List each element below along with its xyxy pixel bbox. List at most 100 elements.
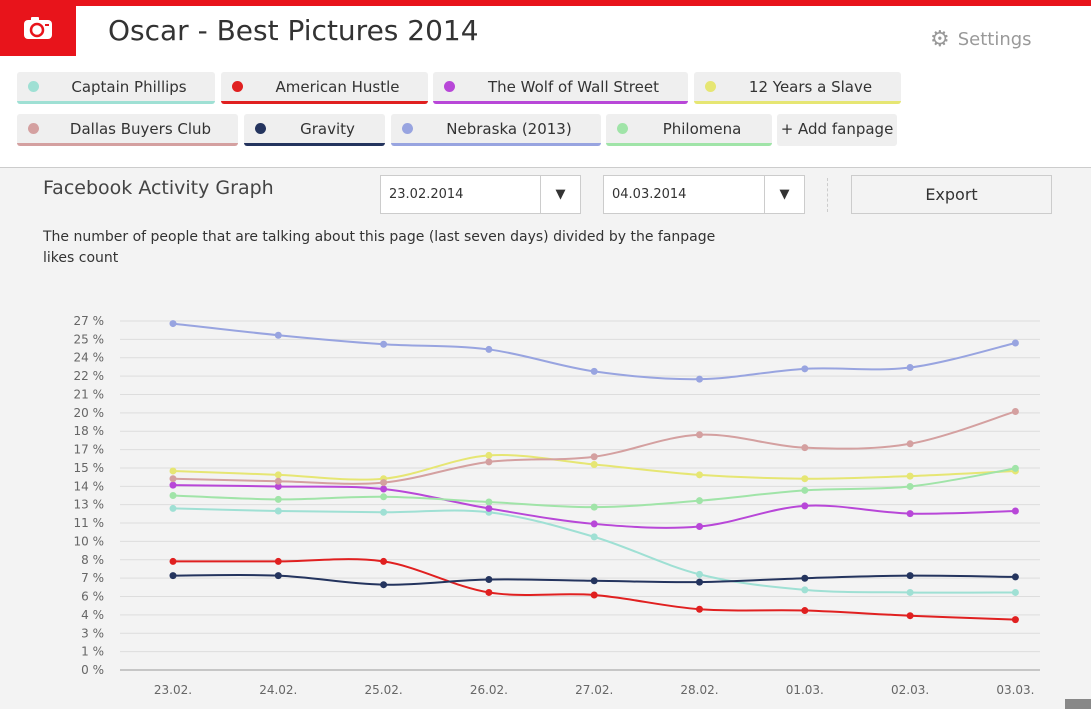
chevron-down-icon[interactable]: ▼ [764, 176, 804, 213]
data-point[interactable] [485, 588, 493, 596]
data-point[interactable] [906, 482, 914, 490]
data-point[interactable] [380, 557, 388, 565]
fanpage-chip[interactable]: The Wolf of Wall Street [433, 72, 688, 104]
data-point[interactable] [696, 523, 703, 531]
data-point[interactable] [590, 367, 598, 375]
data-point[interactable] [274, 482, 282, 490]
data-point[interactable] [485, 451, 493, 459]
data-point[interactable] [274, 495, 282, 503]
fanpage-label: Gravity [300, 119, 355, 138]
data-point[interactable] [801, 607, 809, 615]
date-to-select[interactable]: 04.03.2014 ▼ [603, 175, 805, 214]
fanpage-chip[interactable]: Philomena [606, 114, 772, 146]
data-point[interactable] [169, 475, 177, 483]
data-point[interactable] [1011, 507, 1019, 515]
data-point[interactable] [906, 572, 914, 580]
data-point[interactable] [801, 365, 809, 373]
data-point[interactable] [801, 574, 809, 582]
y-tick-label: 27 % [74, 314, 105, 328]
y-tick-label: 22 % [74, 369, 105, 383]
data-point[interactable] [1011, 339, 1019, 347]
fanpage-chip[interactable]: American Hustle [221, 72, 428, 104]
y-tick-label: 14 % [74, 479, 105, 493]
data-point[interactable] [696, 375, 703, 383]
data-point[interactable] [380, 340, 388, 348]
data-point[interactable] [801, 444, 809, 452]
settings-button[interactable]: ⚙ Settings [930, 27, 1032, 52]
y-tick-label: 13 % [74, 498, 105, 512]
data-point[interactable] [485, 458, 493, 466]
data-point[interactable] [169, 572, 177, 580]
data-point[interactable] [1011, 407, 1019, 415]
data-point[interactable] [274, 331, 282, 339]
series-line [173, 558, 1016, 621]
data-point[interactable] [380, 479, 388, 487]
data-point[interactable] [169, 492, 177, 499]
page-title: Oscar - Best Pictures 2014 [108, 14, 479, 47]
data-point[interactable] [169, 481, 177, 489]
date-from-select[interactable]: 23.02.2014 ▼ [380, 175, 581, 214]
data-point[interactable] [274, 572, 282, 580]
data-point[interactable] [801, 586, 809, 594]
data-point[interactable] [380, 508, 388, 516]
fanpage-label: Philomena [662, 119, 742, 138]
data-point[interactable] [906, 472, 914, 480]
data-point[interactable] [696, 471, 703, 479]
chevron-down-icon[interactable]: ▼ [540, 176, 580, 213]
data-point[interactable] [801, 475, 809, 483]
data-point[interactable] [801, 486, 809, 494]
data-point[interactable] [906, 588, 914, 596]
data-point[interactable] [169, 557, 177, 565]
data-point[interactable] [380, 581, 388, 589]
data-point[interactable] [696, 431, 703, 439]
data-point[interactable] [485, 498, 493, 506]
data-point[interactable] [801, 502, 809, 510]
x-tick-label: 25.02. [365, 683, 403, 697]
x-tick-label: 03.03. [996, 683, 1034, 697]
data-point[interactable] [485, 576, 493, 584]
data-point[interactable] [906, 510, 914, 518]
y-tick-label: 24 % [74, 351, 105, 365]
data-point[interactable] [696, 578, 703, 586]
data-point[interactable] [380, 493, 388, 501]
scrollbar[interactable] [1065, 699, 1091, 709]
data-point[interactable] [274, 477, 282, 485]
fanpage-chip[interactable]: Gravity [244, 114, 385, 146]
data-point[interactable] [590, 453, 598, 461]
data-point[interactable] [590, 577, 598, 585]
data-point[interactable] [590, 591, 598, 599]
fanpage-chip[interactable]: Dallas Buyers Club [17, 114, 238, 146]
data-point[interactable] [696, 605, 703, 613]
data-point[interactable] [169, 467, 177, 475]
data-point[interactable] [1011, 573, 1019, 581]
fanpage-chip[interactable]: Nebraska (2013) [391, 114, 601, 146]
data-point[interactable] [1011, 616, 1019, 624]
graph-description: The number of people that are talking ab… [43, 229, 716, 266]
data-point[interactable] [274, 557, 282, 565]
export-button[interactable]: Export [851, 175, 1052, 214]
data-point[interactable] [696, 497, 703, 505]
data-point[interactable] [169, 320, 177, 328]
data-point[interactable] [380, 485, 388, 493]
x-tick-label: 23.02. [154, 683, 192, 697]
data-point[interactable] [274, 471, 282, 479]
data-point[interactable] [906, 440, 914, 448]
activity-chart: 0 % 1 % 3 % 4 % 6 % 7 % 8 % 10 % 11 % 13 % 14 % 15 … [74, 314, 1040, 697]
data-point[interactable] [169, 504, 177, 512]
data-point[interactable] [1011, 464, 1019, 472]
add-fanpage-button[interactable]: + Add fanpage [777, 114, 897, 146]
data-point[interactable] [590, 503, 598, 511]
data-point[interactable] [906, 612, 914, 620]
data-point[interactable] [696, 570, 703, 578]
data-point[interactable] [906, 364, 914, 372]
fanpage-chip[interactable]: Captain Phillips [17, 72, 215, 104]
data-point[interactable] [590, 460, 598, 468]
data-point[interactable] [590, 533, 598, 541]
data-point[interactable] [485, 345, 493, 353]
fanpage-label: American Hustle [275, 77, 400, 96]
fanpage-chip[interactable]: 12 Years a Slave [694, 72, 901, 104]
data-point[interactable] [485, 504, 493, 512]
data-point[interactable] [590, 520, 598, 528]
data-point[interactable] [274, 507, 282, 515]
data-point[interactable] [1011, 588, 1019, 596]
